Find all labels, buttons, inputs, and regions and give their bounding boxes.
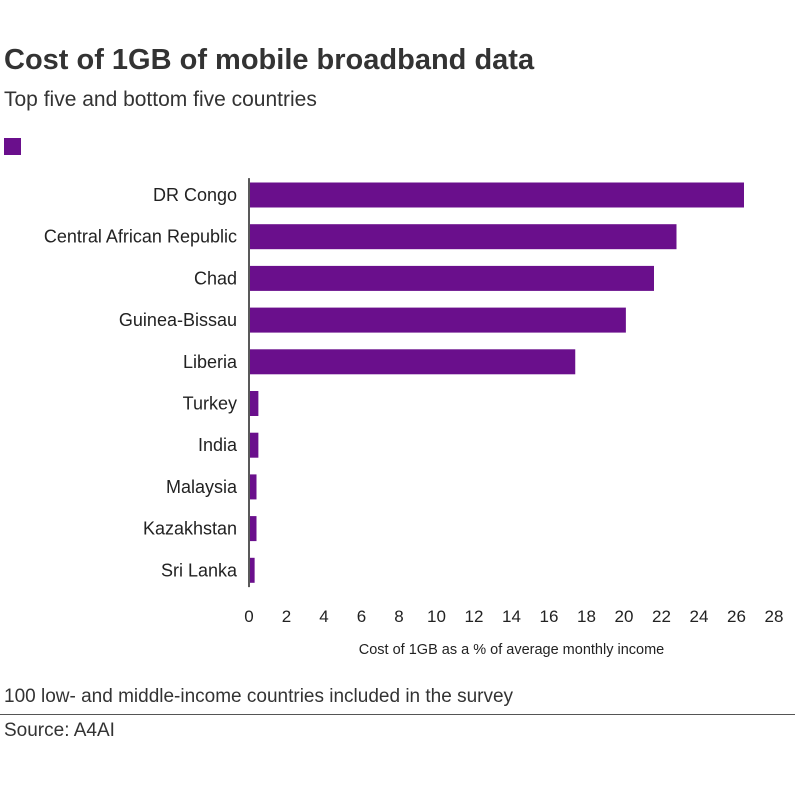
x-tick-label: 14 [502, 607, 521, 626]
x-tick-label: 2 [282, 607, 291, 626]
legend [4, 138, 21, 156]
chart-title: Cost of 1GB of mobile broadband data [4, 44, 535, 76]
x-tick-label: 6 [357, 607, 366, 626]
x-tick-label: 22 [652, 607, 671, 626]
x-tick-label: 16 [540, 607, 559, 626]
category-label: Turkey [183, 394, 237, 414]
category-label: Malaysia [166, 477, 238, 497]
x-tick-label: 8 [394, 607, 403, 626]
x-tick-label: 4 [319, 607, 328, 626]
bar-dr-congo [250, 182, 744, 208]
chart-subtitle: Top five and bottom five countries [4, 88, 317, 111]
divider [0, 714, 795, 715]
bar-turkey [250, 391, 259, 416]
category-label: Liberia [183, 352, 238, 372]
bar-sri-lanka [250, 557, 255, 583]
category-label: DR Congo [153, 185, 237, 205]
x-tick-label: 10 [427, 607, 446, 626]
x-tick-label: 18 [577, 607, 596, 626]
source-note: Source: A4AI [4, 720, 115, 741]
x-tick-label: 26 [727, 607, 746, 626]
legend-swatch [4, 138, 21, 155]
x-tick-label: 0 [244, 607, 253, 626]
category-label: Sri Lanka [161, 560, 238, 580]
category-label: India [198, 435, 238, 455]
bar-kazakhstan [250, 516, 257, 542]
bar-central-african-republic [250, 224, 677, 250]
bars-group [250, 182, 744, 583]
category-labels: DR Congo Central African Republic Chad Guin… [44, 185, 238, 580]
x-tick-label: 20 [615, 607, 634, 626]
bar-malaysia [250, 474, 257, 500]
bar-india [250, 432, 259, 458]
footnote: 100 low- and middle-income countries inc… [4, 686, 514, 707]
bar-guinea-bissau [250, 307, 626, 333]
category-label: Central African Republic [44, 227, 237, 247]
category-label: Chad [194, 268, 237, 288]
category-label: Guinea-Bissau [119, 310, 237, 330]
x-axis-label: Cost of 1GB as a % of average monthly in… [359, 642, 664, 658]
category-label: Kazakhstan [143, 519, 237, 539]
x-tick-labels: 0 2 4 6 8 10 12 14 16 18 20 22 24 26 28 [244, 607, 783, 626]
bar-chad [250, 265, 654, 291]
x-tick-label: 12 [465, 607, 484, 626]
bar-chart: DR Congo Central African Republic Chad Guin… [44, 178, 783, 658]
x-tick-label: 28 [765, 607, 784, 626]
bar-liberia [250, 349, 576, 375]
x-tick-label: 24 [690, 607, 709, 626]
